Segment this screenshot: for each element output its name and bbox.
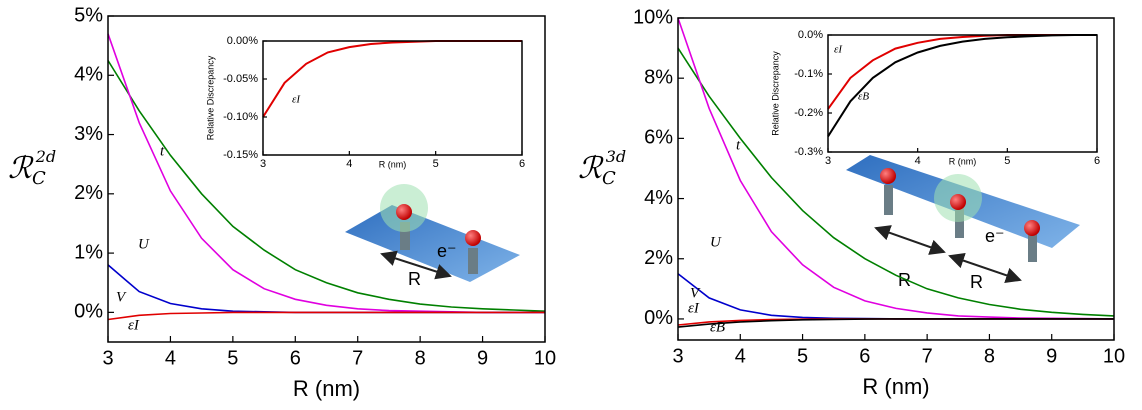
x-tick-label: 3: [825, 155, 831, 167]
series-label: εI: [834, 44, 843, 56]
x-tick-label: 4: [165, 347, 176, 369]
inset-background: [263, 41, 522, 155]
annotation: R: [408, 269, 421, 289]
x-tick-label: 6: [1094, 155, 1100, 167]
y-label-base: ℛ: [578, 151, 604, 186]
y-tick-label: -0.15%: [223, 149, 258, 161]
y-tick-label: -0.10%: [223, 111, 258, 123]
series-label: t: [160, 143, 165, 159]
x-axis-label: R (nm): [949, 156, 977, 166]
x-axis-label: R (nm): [379, 159, 407, 169]
series-label: U: [138, 236, 150, 252]
y-tick-label: -0.2%: [794, 107, 823, 119]
y-tick-label: 0%: [644, 307, 673, 329]
y-tick-label: 2%: [74, 182, 103, 204]
x-tick-label: 9: [1046, 345, 1057, 367]
y-tick-label: 4%: [74, 64, 103, 86]
y-axis-label: Relative Discrepancy: [770, 51, 780, 136]
y-label-sup: 2d: [35, 147, 56, 166]
y-tick-label: 10%: [633, 6, 673, 28]
series-label: εB: [858, 91, 869, 103]
y-label-sub: C: [602, 168, 616, 189]
annotation: R: [970, 272, 983, 292]
plot-frame: [262, 40, 523, 156]
x-tick-label: 3: [102, 347, 113, 369]
x-axis-label: R (nm): [293, 376, 360, 401]
x-tick-label: 7: [352, 347, 363, 369]
y-tick-label: -0.3%: [794, 146, 823, 158]
y-label-base: ℛ: [8, 151, 34, 186]
x-tick-label: 5: [433, 158, 439, 170]
x-tick-label: 10: [1103, 345, 1125, 367]
y-tick-label: 1%: [74, 241, 103, 263]
y-tick-label: 2%: [644, 247, 673, 269]
x-tick-label: 5: [227, 347, 238, 369]
y-tick-label: 6%: [644, 127, 673, 149]
x-tick-label: 4: [915, 155, 921, 167]
x-tick-label: 6: [859, 345, 870, 367]
schematic-left: e⁻ R: [345, 184, 520, 289]
x-tick-label: 9: [477, 347, 488, 369]
y-label-sup: 3d: [606, 147, 626, 166]
x-tick-label: 6: [519, 158, 525, 170]
y-tick-label: -0.05%: [223, 73, 258, 85]
inset-background: [828, 35, 1097, 152]
series-label: V: [116, 289, 127, 305]
y-tick-label: 8%: [644, 66, 673, 88]
x-tick-label: 8: [415, 347, 426, 369]
series-label: εI: [128, 317, 140, 333]
series-label: t: [736, 137, 741, 153]
x-tick-label: 5: [1004, 155, 1010, 167]
annotation: e⁻: [437, 241, 457, 261]
schematic-right: e⁻ R R: [846, 155, 1080, 292]
series-label: εI: [292, 94, 301, 106]
x-tick-label: 3: [672, 345, 683, 367]
data-line: [677, 318, 1114, 328]
y-tick-label: 0%: [74, 301, 103, 323]
y-tick-label: 0.00%: [227, 35, 258, 47]
y-label-sub: C: [32, 168, 46, 189]
plot-frame: [677, 17, 1115, 341]
x-tick-label: 4: [346, 158, 352, 170]
data-line: [677, 47, 1115, 317]
x-tick-label: 8: [984, 345, 995, 367]
x-axis-label: R (nm): [862, 374, 929, 399]
plot-frame: [827, 34, 1098, 153]
y-tick-label: 4%: [644, 187, 673, 209]
y-tick-label: -0.1%: [794, 68, 823, 80]
x-tick-label: 6: [290, 347, 301, 369]
data-line: [107, 311, 545, 321]
data-line: [107, 60, 546, 312]
y-tick-label: 5%: [74, 4, 103, 26]
series-label: V: [690, 285, 701, 301]
x-tick-label: 4: [735, 345, 746, 367]
plot-frame: [107, 15, 546, 343]
y-axis-label: ℛC 2d: [8, 147, 56, 190]
x-tick-label: 10: [534, 347, 556, 369]
y-tick-label: 0.0%: [798, 29, 823, 41]
y-axis-label: ℛC 3d: [578, 147, 626, 190]
annotation: e⁻: [985, 226, 1005, 246]
series-label: U: [710, 234, 722, 250]
y-tick-label: 3%: [74, 123, 103, 145]
x-tick-label: 5: [797, 345, 808, 367]
x-tick-label: 7: [922, 345, 933, 367]
series-label: εI: [688, 300, 700, 316]
x-tick-label: 3: [260, 158, 266, 170]
y-axis-label: Relative Discrepancy: [205, 55, 215, 140]
series-label: εB: [710, 319, 725, 335]
